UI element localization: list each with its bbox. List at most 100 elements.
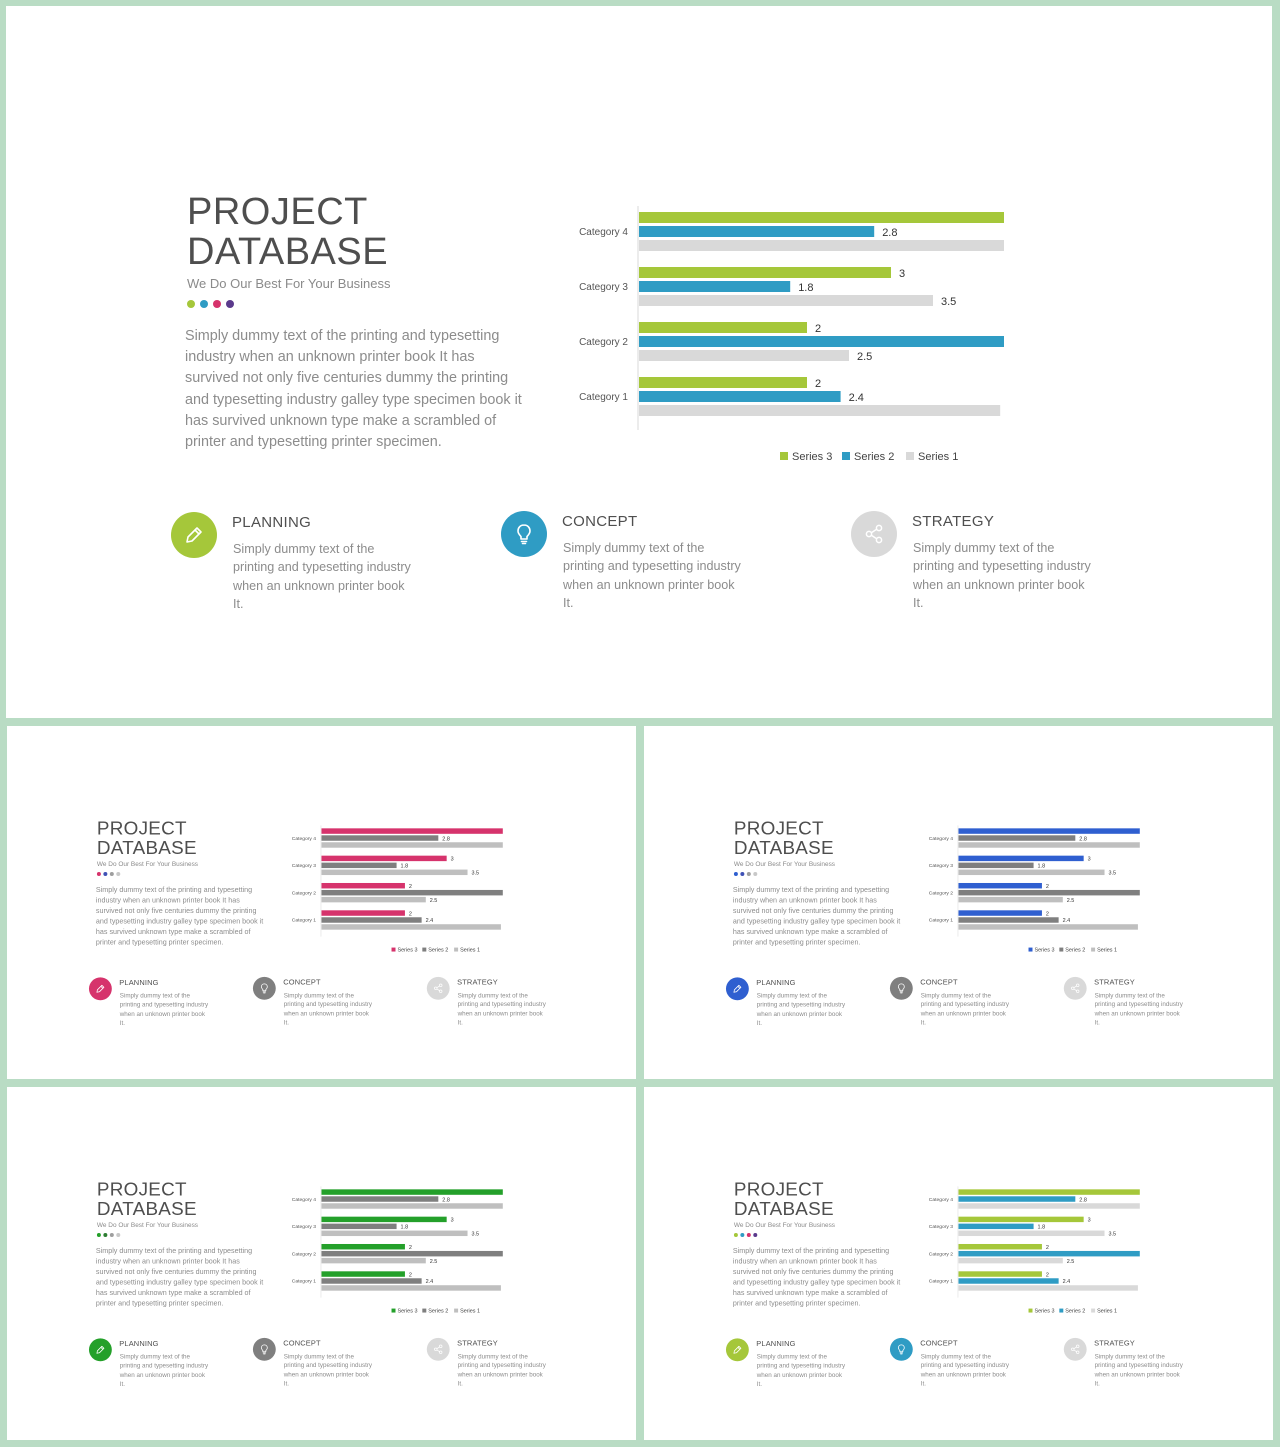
slide-content: PROJECT DATABASE We Do Our Best For Your… — [644, 1087, 1273, 1440]
bar-series-2 — [958, 1278, 1059, 1284]
data-label: 1.8 — [401, 864, 409, 870]
legend-swatch — [422, 1308, 427, 1313]
feature-title: CONCEPT — [283, 977, 321, 987]
category-label: Category 3 — [929, 863, 953, 869]
bar-series-2 — [321, 889, 503, 896]
feature-description: Simply dummy text of the printing and ty… — [283, 991, 373, 1027]
bar-series-1 — [321, 1230, 468, 1237]
page-title: PROJECT DATABASE — [97, 818, 197, 858]
bar-series-2 — [321, 1250, 503, 1257]
color-dot — [740, 872, 745, 877]
bar-series-3 — [958, 855, 1084, 862]
bar-series-1 — [321, 1203, 503, 1209]
data-label: 1.8 — [1038, 1225, 1046, 1231]
feature-description: Simply dummy text of the printing and ty… — [920, 1352, 1010, 1388]
bar-series-1 — [321, 924, 501, 930]
legend-label: Series 3 — [397, 1309, 417, 1315]
legend-swatch — [1059, 947, 1064, 952]
bar-series-2 — [321, 1223, 397, 1230]
legend-label: Series 3 — [1034, 948, 1054, 954]
bar-series-2 — [321, 1196, 439, 1202]
data-label: 2 — [1046, 1272, 1049, 1278]
category-label: Category 2 — [929, 890, 953, 896]
bar-series-2 — [958, 835, 1076, 841]
feature-title: PLANNING — [756, 978, 796, 987]
body-paragraph: Simply dummy text of the printing and ty… — [95, 885, 264, 947]
pencil-icon — [186, 527, 202, 543]
category-label: Category 1 — [579, 392, 628, 403]
color-dot — [109, 1233, 114, 1238]
bar-series-1 — [958, 842, 1140, 848]
page-title: PROJECT DATABASE — [734, 1179, 834, 1219]
legend-swatch — [454, 1308, 459, 1313]
legend-swatch — [1059, 1308, 1064, 1313]
bar-series-2 — [639, 391, 841, 402]
color-dot — [103, 1233, 108, 1238]
page-title: PROJECT DATABASE — [734, 818, 834, 858]
data-label: 2 — [409, 884, 412, 890]
pencil-icon — [96, 1345, 105, 1354]
color-dot — [103, 872, 108, 877]
data-label: 3 — [1088, 857, 1091, 863]
data-label: 1.8 — [401, 1225, 409, 1231]
planning-icon-circle — [88, 1338, 112, 1362]
bar-series-3 — [639, 322, 807, 333]
category-label: Category 2 — [579, 337, 628, 348]
subtitle: We Do Our Best For Your Business — [96, 860, 199, 868]
bar-series-1 — [639, 295, 933, 306]
legend-label: Series 2 — [1065, 948, 1085, 954]
bar-series-2 — [639, 226, 875, 237]
title-line-1: PROJECT — [96, 817, 187, 839]
legend-swatch — [1091, 947, 1096, 952]
color-dots — [733, 1233, 758, 1238]
body-paragraph: Simply dummy text of the printing and ty… — [95, 1246, 264, 1308]
bar-series-1 — [639, 350, 849, 361]
feature-description: Simply dummy text of the printing and ty… — [1094, 1352, 1183, 1388]
slide-mixed-variant: PROJECT DATABASE We Do Our Best For Your… — [644, 1087, 1273, 1440]
data-label: 3.5 — [1109, 871, 1117, 877]
feature-title: PLANNING — [119, 978, 159, 987]
color-dots — [733, 872, 758, 877]
bar-series-1 — [958, 896, 1063, 903]
planning-icon-circle — [88, 977, 112, 1001]
pencil-icon — [96, 984, 105, 993]
bar-series-3 — [321, 882, 405, 889]
category-label: Category 4 — [929, 836, 953, 842]
concept-icon-circle — [889, 1337, 913, 1361]
color-dots — [96, 1233, 121, 1238]
data-label: 2.8 — [1079, 836, 1087, 842]
feature-title: PLANNING — [232, 514, 312, 531]
category-label: Category 3 — [292, 1224, 316, 1230]
data-label: 2 — [409, 1272, 412, 1278]
planning-icon-circle — [725, 977, 749, 1001]
color-dot — [116, 872, 121, 877]
title-line-2: DATABASE — [96, 837, 197, 859]
feature-description: Simply dummy text of the printing and ty… — [119, 1353, 209, 1388]
feature-title: PLANNING — [756, 1339, 796, 1348]
share-icon — [434, 983, 443, 993]
legend-label: Series 1 — [1097, 1309, 1117, 1315]
bar-series-1 — [958, 1257, 1063, 1264]
pencil-icon — [733, 984, 742, 993]
bar-series-3 — [321, 828, 503, 834]
feature-description: Simply dummy text of the printing and ty… — [563, 541, 741, 610]
legend-swatch — [391, 947, 396, 952]
feature-description: Simply dummy text of the printing and ty… — [233, 542, 411, 611]
color-dot — [96, 1233, 101, 1238]
data-label: 3 — [1088, 1218, 1091, 1224]
bar-series-3 — [639, 267, 891, 278]
bar-series-2 — [958, 862, 1034, 869]
strategy-icon-circle — [426, 1337, 450, 1361]
lightbulb-icon — [517, 524, 531, 545]
data-label: 1.8 — [798, 282, 813, 294]
slide-content: PROJECT DATABASE We Do Our Best For Your… — [7, 726, 636, 1079]
feature-description: Simply dummy text of the printing and ty… — [283, 1352, 373, 1388]
category-label: Category 4 — [579, 227, 628, 238]
title-line-2: DATABASE — [733, 837, 834, 859]
planning-icon-circle — [171, 512, 217, 558]
bar-series-2 — [958, 1223, 1034, 1230]
color-dot — [213, 300, 221, 308]
bar-series-3 — [321, 1189, 503, 1195]
category-label: Category 2 — [292, 890, 316, 896]
feature-description: Simply dummy text of the printing and ty… — [119, 992, 209, 1027]
